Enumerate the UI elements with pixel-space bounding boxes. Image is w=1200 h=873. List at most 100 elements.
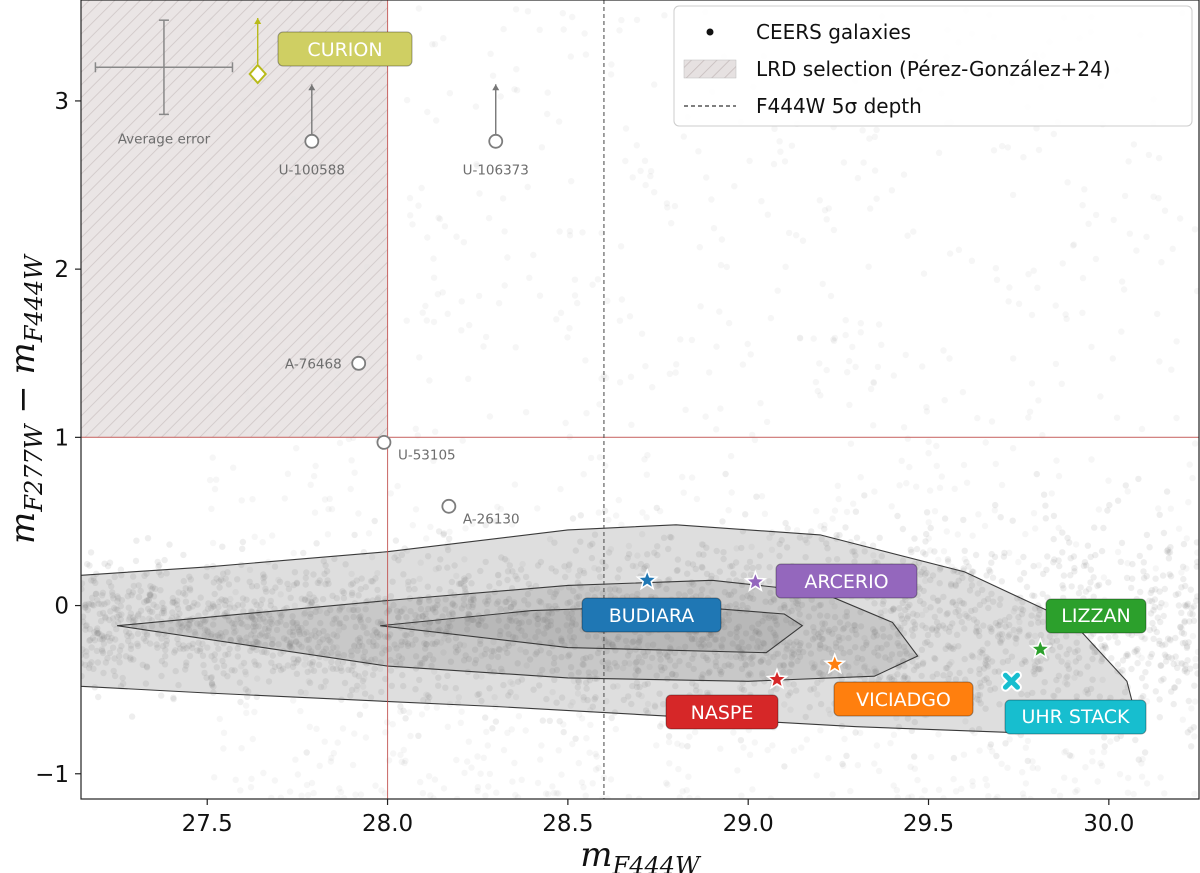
ceers-point xyxy=(237,787,244,794)
ceers-point xyxy=(825,755,832,762)
ceers-point xyxy=(321,667,329,674)
ceers-point xyxy=(143,630,150,637)
ceers-point xyxy=(982,439,989,446)
ceers-point xyxy=(495,300,503,307)
ceers-point xyxy=(509,521,516,528)
ceers-point xyxy=(515,624,522,632)
uhr-stack-badge-label: UHR STACK xyxy=(1021,706,1130,728)
ceers-point xyxy=(353,577,360,584)
ceers-point xyxy=(1019,769,1026,776)
ceers-point xyxy=(457,580,464,588)
ceers-point xyxy=(1044,553,1051,560)
ceers-point xyxy=(543,624,550,631)
ceers-point xyxy=(262,609,270,616)
ceers-point xyxy=(180,590,187,597)
ceers-point xyxy=(935,731,942,738)
ceers-point xyxy=(1054,653,1062,660)
ceers-point xyxy=(246,578,253,585)
ceers-point xyxy=(927,576,934,584)
ceers-point xyxy=(171,599,178,606)
ceers-point xyxy=(635,638,643,646)
ceers-point xyxy=(961,547,968,554)
ceers-point xyxy=(962,676,969,683)
ceers-point xyxy=(550,789,557,797)
ceers-point xyxy=(725,610,733,617)
ceers-point xyxy=(781,701,788,708)
ceers-point xyxy=(435,682,442,689)
average-error-label: Average error xyxy=(118,131,211,147)
ceers-point xyxy=(913,611,921,619)
ceers-point xyxy=(702,413,709,420)
ceers-point xyxy=(508,617,515,625)
ceers-point xyxy=(690,665,697,673)
ceers-point xyxy=(634,667,642,674)
ceers-point xyxy=(983,782,991,789)
ceers-point xyxy=(100,669,107,677)
ceers-point xyxy=(1164,546,1172,553)
ceers-point xyxy=(815,669,823,676)
ceers-point xyxy=(777,605,784,612)
ceers-point xyxy=(210,603,218,610)
ceers-point xyxy=(145,605,152,612)
ceers-point xyxy=(968,607,975,615)
ceers-point xyxy=(593,633,600,640)
ceers-point xyxy=(1024,737,1032,745)
ceers-point xyxy=(705,669,712,677)
ceers-point xyxy=(663,779,670,787)
ceers-point xyxy=(732,559,740,566)
ceers-point xyxy=(903,480,910,487)
ceers-point xyxy=(733,545,740,552)
ceers-point xyxy=(679,473,686,481)
ceers-point xyxy=(362,583,369,591)
ceers-point xyxy=(1063,651,1070,658)
ceers-point xyxy=(798,744,805,751)
ceers-point xyxy=(510,600,517,608)
ceers-point xyxy=(845,663,852,670)
ceers-point xyxy=(354,606,362,614)
ceers-point xyxy=(211,590,218,598)
ceers-point xyxy=(664,653,671,660)
ceers-point xyxy=(293,445,300,452)
ceers-point xyxy=(577,512,584,519)
ceers-point xyxy=(260,579,267,586)
ceers-point xyxy=(500,25,507,33)
ceers-point xyxy=(95,600,102,607)
ceers-point xyxy=(1182,662,1189,669)
ceers-point xyxy=(348,648,355,655)
ceers-point xyxy=(540,616,547,623)
ceers-point xyxy=(298,595,305,602)
ceers-point xyxy=(642,363,649,370)
ceers-point xyxy=(697,591,705,599)
ceers-point xyxy=(901,619,908,627)
ceers-point xyxy=(1120,286,1128,293)
ceers-point xyxy=(782,519,789,527)
ceers-point xyxy=(602,374,610,381)
ceers-point xyxy=(613,663,620,670)
ceers-point xyxy=(137,587,144,595)
ceers-point xyxy=(992,619,1000,627)
ceers-point xyxy=(465,375,472,382)
ceers-point xyxy=(703,544,710,551)
ceers-point xyxy=(930,594,937,601)
ceers-point xyxy=(873,126,880,134)
ceers-point xyxy=(1097,759,1104,767)
ceers-point xyxy=(861,548,868,555)
ceers-point xyxy=(490,648,498,655)
curion-badge-label: CURION xyxy=(307,39,382,61)
ceers-point xyxy=(390,750,397,757)
ceers-point xyxy=(817,392,824,399)
ceers-point xyxy=(219,577,226,584)
ceers-point xyxy=(1166,636,1174,643)
ceers-point xyxy=(634,552,641,559)
ceers-point xyxy=(710,225,718,232)
ceers-point xyxy=(322,678,329,685)
ceers-point xyxy=(526,274,533,281)
ceers-point xyxy=(1187,726,1194,733)
ceers-point xyxy=(740,572,747,579)
ceers-point xyxy=(1114,548,1122,556)
ceers-point xyxy=(559,10,566,17)
ceers-point xyxy=(320,558,327,565)
ceers-point xyxy=(985,679,993,686)
ceers-point xyxy=(753,627,760,635)
ceers-point xyxy=(1110,216,1117,224)
